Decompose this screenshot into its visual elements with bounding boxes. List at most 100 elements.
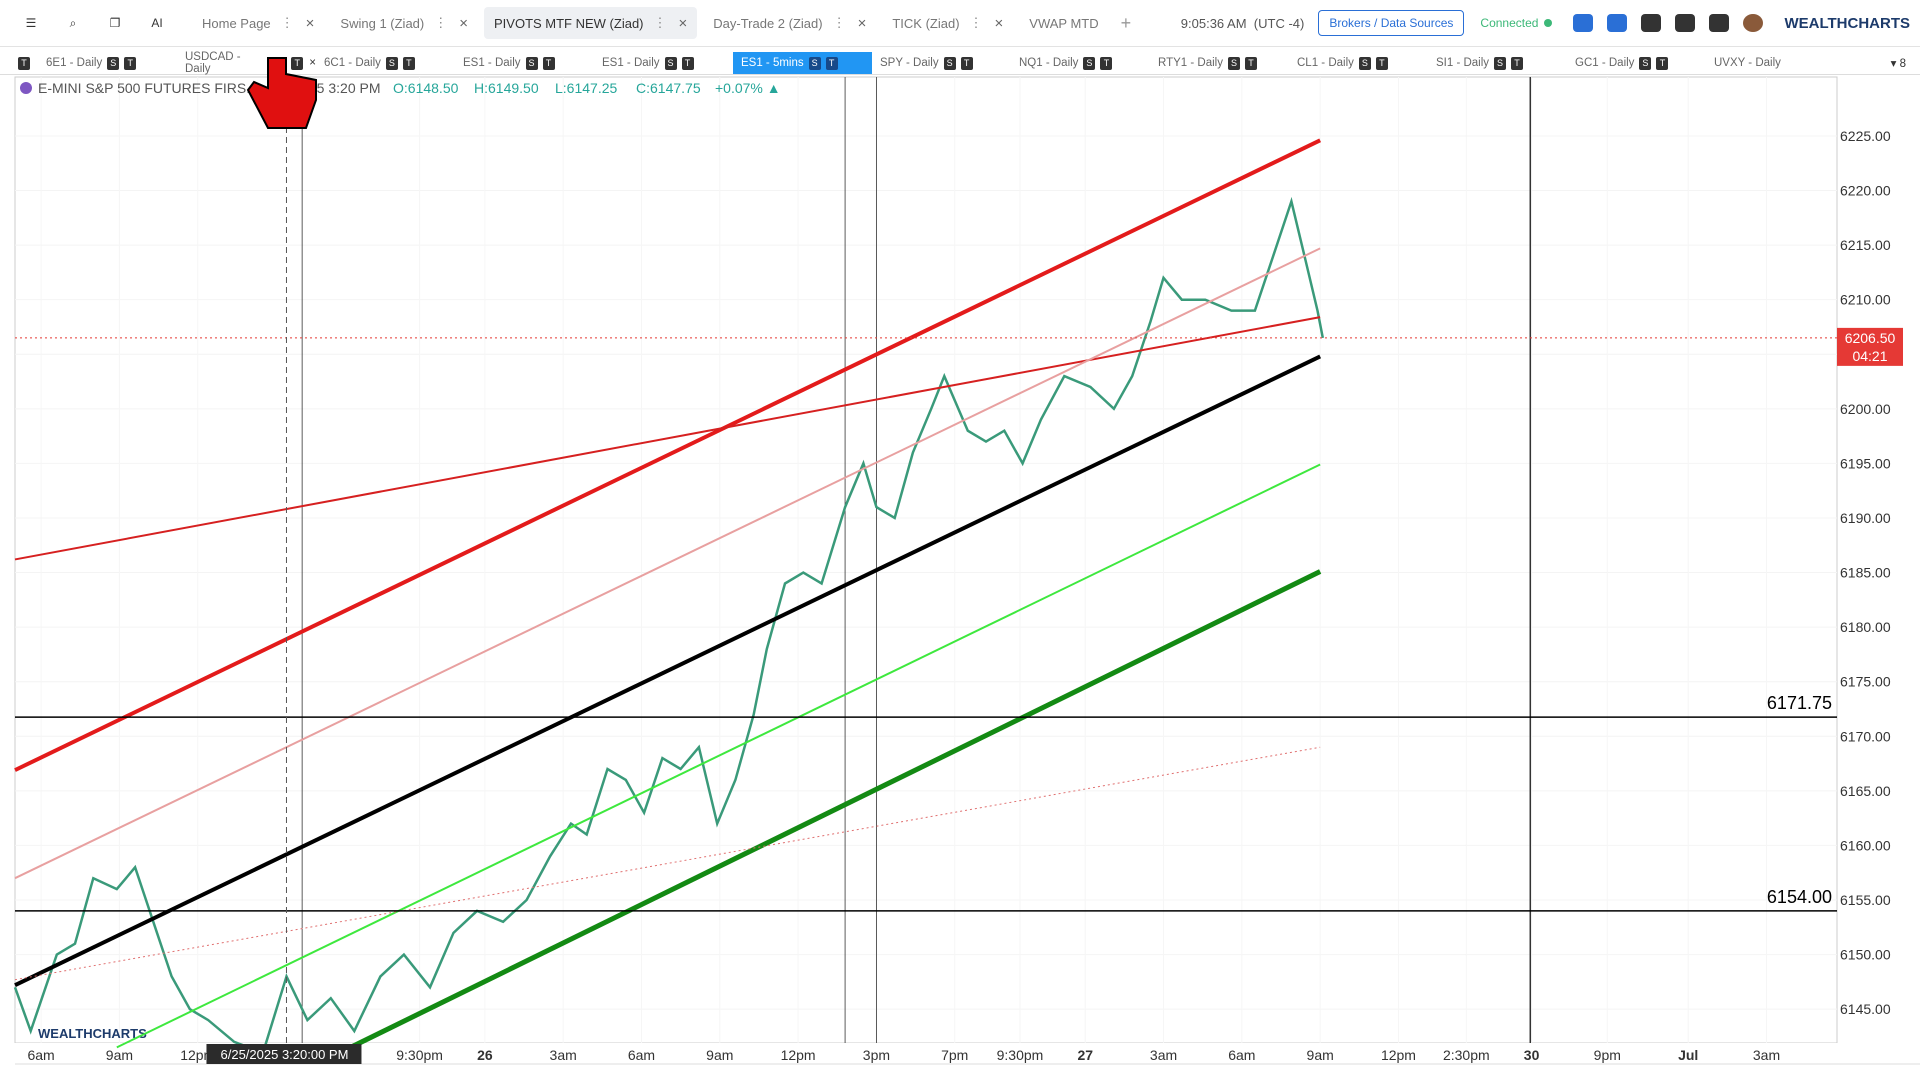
- tab-menu[interactable]: ⋮: [969, 15, 983, 30]
- symbol-tab[interactable]: CL1 - Daily S T: [1289, 52, 1428, 74]
- symbol-badge[interactable]: T: [1656, 56, 1669, 70]
- symbol-badge[interactable]: S: [664, 56, 677, 70]
- symbol-badge[interactable]: T: [825, 56, 838, 70]
- avatar[interactable]: [1743, 14, 1764, 32]
- symbol-tab[interactable]: ES1 - Daily S T: [455, 52, 594, 74]
- symbol-tab[interactable]: USDCAD - Daily S T ×: [177, 51, 317, 75]
- symbol-tab[interactable]: UVXY - Daily: [1706, 52, 1845, 74]
- symbol-badge[interactable]: S: [1494, 56, 1507, 70]
- tab-close[interactable]: ×: [305, 14, 315, 32]
- tab-close[interactable]: ×: [678, 14, 688, 32]
- trend-line: [14, 247, 1321, 880]
- trend-line: [14, 138, 1322, 772]
- x-tick-label: 3am: [550, 1047, 577, 1063]
- symbol-badge[interactable]: T: [1511, 56, 1524, 70]
- symbol-label: ES1 - Daily: [463, 57, 521, 69]
- symbol-badge[interactable]: S: [808, 56, 821, 70]
- symbol-badge[interactable]: S: [107, 56, 120, 70]
- ai-button[interactable]: AI: [146, 14, 168, 32]
- symbol-tab[interactable]: GC1 - Daily S T: [1567, 52, 1706, 74]
- symbol-label: GC1 - Daily: [1575, 57, 1635, 69]
- alerts-icon[interactable]: [1641, 14, 1662, 32]
- layout-tab[interactable]: Day-Trade 2 (Ziad) ⋮ ×: [703, 7, 876, 39]
- trend-line: [14, 316, 1321, 561]
- symbol-tab[interactable]: ES1 - Daily S T: [594, 52, 733, 74]
- symbol-tab[interactable]: 6C1 - Daily S T: [316, 52, 455, 74]
- symbol-label: 6C1 - Daily: [324, 57, 381, 69]
- trend-line: [342, 569, 1322, 1053]
- layout-tab[interactable]: Home Page ⋮ ×: [192, 7, 324, 39]
- symbol-badge[interactable]: S: [1639, 56, 1652, 70]
- layout-tab[interactable]: Swing 1 (Ziad) ⋮ ×: [330, 7, 478, 39]
- symbol-label: USDCAD - Daily: [185, 51, 241, 75]
- brokers-button[interactable]: Brokers / Data Sources: [1318, 10, 1465, 36]
- symbol-label: ES1 - 5mins: [741, 57, 804, 69]
- tab-label: Home Page: [202, 15, 271, 31]
- tab-label: Day-Trade 2 (Ziad): [713, 15, 823, 31]
- search-icon[interactable]: ⌕: [69, 15, 77, 30]
- tab-menu[interactable]: ⋮: [434, 15, 448, 30]
- settings-icon[interactable]: [1675, 14, 1696, 32]
- symbol-badge[interactable]: T: [402, 56, 415, 70]
- symbol-tabs: T 6E1 - Daily S T USDCAD - Daily S T × 6C1 - Da…: [0, 51, 1920, 75]
- y-tick-label: 6200.00: [1840, 401, 1891, 417]
- symbol-label: ES1 - Daily: [602, 57, 660, 69]
- symbol-label: SI1 - Daily: [1436, 57, 1490, 69]
- symbol-label: RTY1 - Daily: [1158, 57, 1223, 69]
- more-tabs[interactable]: ▾ 8: [1890, 58, 1906, 70]
- symbol-tab[interactable]: 6E1 - Daily S T: [38, 52, 177, 74]
- x-tick-label: 3am: [1150, 1047, 1177, 1063]
- symbol-close[interactable]: ×: [309, 57, 317, 69]
- symbol-tab[interactable]: NQ1 - Daily S T: [1011, 52, 1150, 74]
- symbol-badge[interactable]: S: [1227, 56, 1240, 70]
- tab-menu[interactable]: ⋮: [832, 15, 846, 30]
- clock: 9:05:36 AM: [1180, 15, 1247, 31]
- save-icon[interactable]: [1607, 14, 1628, 32]
- layout-tab[interactable]: VWAP MTD: [1019, 7, 1108, 39]
- symbol-badge[interactable]: S: [385, 56, 398, 70]
- layout-tab[interactable]: PIVOTS MTF NEW (Ziad) ⋮ ×: [484, 7, 698, 39]
- tab-label: Swing 1 (Ziad): [340, 15, 425, 31]
- ai-label: AI: [151, 16, 163, 30]
- tab-close[interactable]: ×: [994, 14, 1004, 32]
- symbol-badge[interactable]: S: [943, 56, 956, 70]
- symbol-tab[interactable]: SPY - Daily S T: [872, 52, 1011, 74]
- users-icon[interactable]: [1573, 14, 1594, 32]
- symbol-tab[interactable]: ES1 - 5mins S T: [733, 52, 872, 74]
- symbol-label: CL1 - Daily: [1297, 57, 1354, 69]
- symbol-badge[interactable]: T: [1375, 56, 1388, 70]
- menu-icon[interactable]: ☰: [25, 16, 37, 30]
- help-icon[interactable]: [1709, 14, 1730, 32]
- y-tick-label: 6150.00: [1840, 947, 1891, 963]
- lead-badge[interactable]: T: [18, 56, 30, 70]
- symbol-badge[interactable]: T: [681, 56, 694, 70]
- x-tick-label: 9:30pm: [997, 1047, 1044, 1063]
- symbol-badge[interactable]: T: [1244, 56, 1257, 70]
- symbol-badge[interactable]: T: [542, 56, 555, 70]
- last-price-box: [1837, 327, 1903, 366]
- x-tick-label: 12pm: [1381, 1047, 1416, 1063]
- symbol-badge[interactable]: T: [1100, 56, 1113, 70]
- symbol-badge[interactable]: S: [525, 56, 538, 70]
- symbol-badge[interactable]: T: [291, 56, 304, 70]
- symbol-badge[interactable]: S: [1083, 56, 1096, 70]
- symbol-badge[interactable]: S: [274, 56, 287, 70]
- symbol-badge[interactable]: T: [960, 56, 973, 70]
- layout-icon[interactable]: ❐: [109, 16, 121, 30]
- tab-menu[interactable]: ⋮: [653, 15, 667, 30]
- y-tick-label: 6155.00: [1840, 892, 1891, 908]
- level-label: 6171.75: [1767, 693, 1832, 713]
- tab-close[interactable]: ×: [459, 14, 468, 32]
- symbol-tab[interactable]: SI1 - Daily S T: [1428, 52, 1567, 74]
- tab-menu[interactable]: ⋮: [280, 15, 294, 30]
- add-tab[interactable]: +: [1120, 12, 1132, 33]
- ohlc-info: L:6147.25: [555, 80, 617, 96]
- symbol-badge[interactable]: T: [124, 56, 137, 70]
- tab-close[interactable]: ×: [857, 14, 867, 32]
- symbol-tab[interactable]: RTY1 - Daily S T: [1150, 52, 1289, 74]
- toolbar-right: 9:05:36 AM (UTC -4) Brokers / Data Sourc…: [1181, 10, 1910, 36]
- layout-tab[interactable]: TICK (Ziad) ⋮ ×: [882, 7, 1013, 39]
- symbol-badge[interactable]: S: [1358, 56, 1371, 70]
